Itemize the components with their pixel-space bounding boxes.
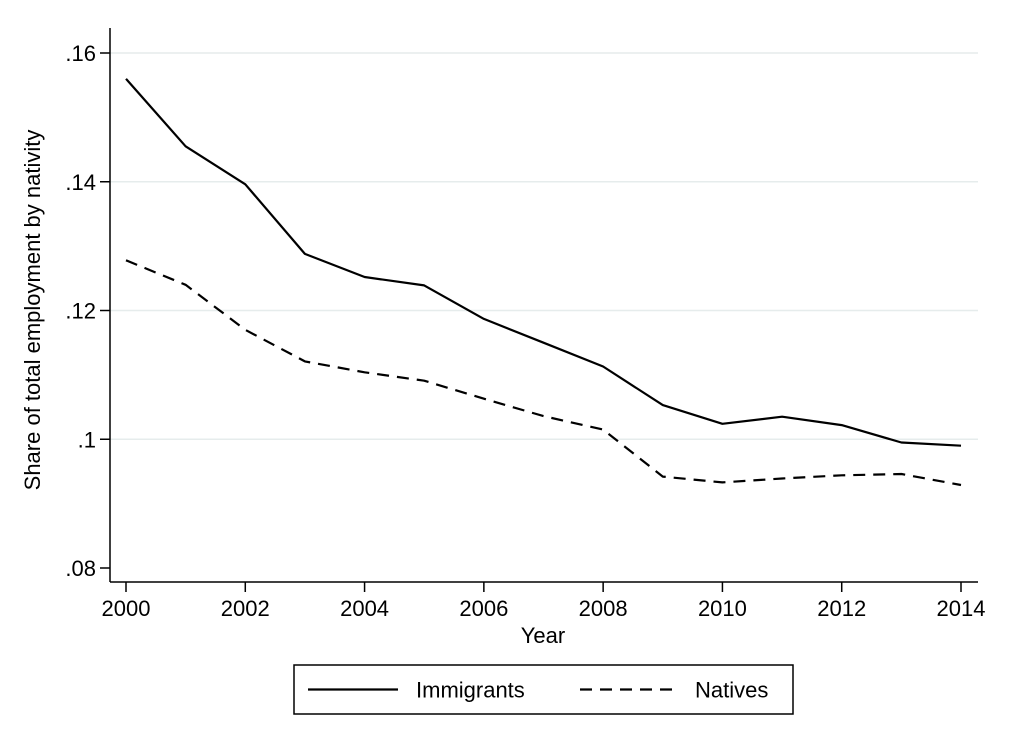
y-tick-label: .16 <box>65 41 96 66</box>
x-tick-label: 2004 <box>340 596 389 621</box>
x-tick-label: 2010 <box>698 596 747 621</box>
legend-label-natives: Natives <box>695 678 768 703</box>
y-axis-title: Share of total employment by nativity <box>20 130 45 491</box>
x-tick-label: 2002 <box>221 596 270 621</box>
x-tick-label: 2008 <box>579 596 628 621</box>
axes <box>109 28 978 583</box>
series-line-natives <box>125 259 962 487</box>
legend: Immigrants Natives <box>293 664 794 715</box>
series-lines <box>125 78 962 487</box>
x-tick-label: 2006 <box>459 596 508 621</box>
y-tick-label: .12 <box>65 299 96 324</box>
x-tick-label: 2012 <box>817 596 866 621</box>
x-tick-label: 2000 <box>102 596 151 621</box>
ticks: .08 .1 .12 .14 .16 2000 2002 2004 2006 2008 2010 20… <box>65 41 985 621</box>
legend-label-immigrants: Immigrants <box>416 678 525 703</box>
y-tick-label: .1 <box>78 427 96 452</box>
x-axis-title: Year <box>521 623 565 648</box>
series-line-immigrants <box>125 78 962 447</box>
y-tick-label: .14 <box>65 170 96 195</box>
gridlines <box>110 52 978 440</box>
x-tick-label: 2014 <box>937 596 986 621</box>
y-tick-label: .08 <box>65 556 96 581</box>
